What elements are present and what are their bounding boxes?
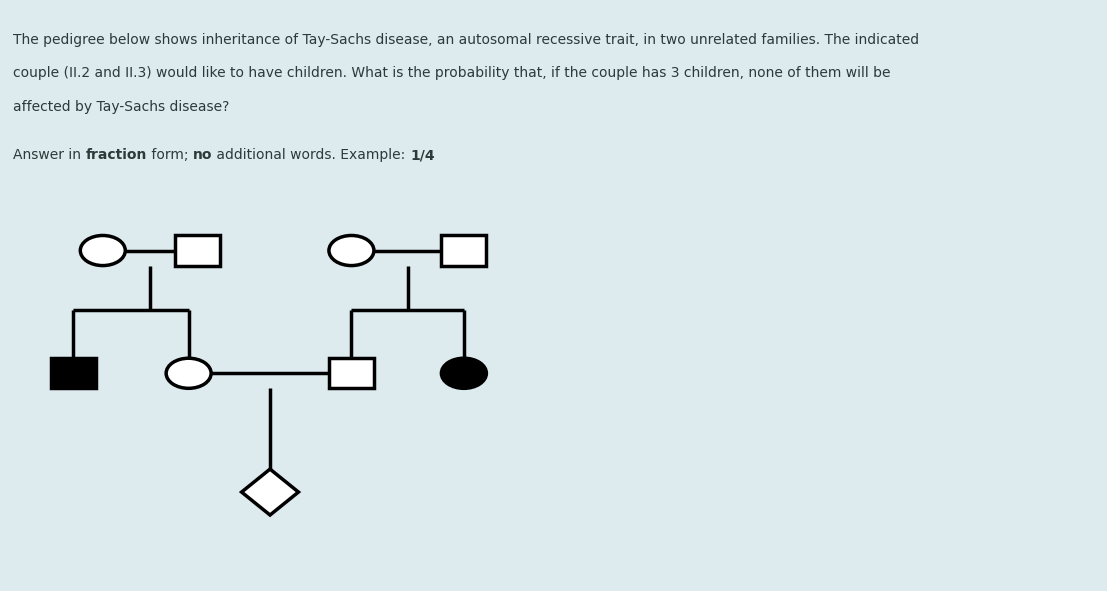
Text: additional words. Example:: additional words. Example: xyxy=(213,148,410,163)
Polygon shape xyxy=(241,469,299,515)
Bar xyxy=(51,358,95,388)
Bar xyxy=(175,235,220,265)
Circle shape xyxy=(81,235,125,265)
Bar xyxy=(442,235,486,265)
Bar xyxy=(329,358,374,388)
Text: no: no xyxy=(193,148,213,163)
Text: form;: form; xyxy=(147,148,193,163)
Text: couple (II.2 and II.3) would like to have children. What is the probability that: couple (II.2 and II.3) would like to hav… xyxy=(13,66,891,80)
Text: The pedigree below shows inheritance of Tay-Sachs disease, an autosomal recessiv: The pedigree below shows inheritance of … xyxy=(13,33,920,47)
Text: Answer in: Answer in xyxy=(13,148,85,163)
Circle shape xyxy=(442,358,486,388)
Text: affected by Tay-Sachs disease?: affected by Tay-Sachs disease? xyxy=(13,100,229,114)
Text: 1/4: 1/4 xyxy=(410,148,435,163)
Text: fraction: fraction xyxy=(85,148,147,163)
Circle shape xyxy=(329,235,374,265)
Circle shape xyxy=(166,358,211,388)
